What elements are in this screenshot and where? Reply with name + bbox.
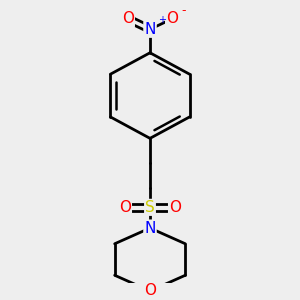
Text: -: -: [181, 4, 185, 17]
Text: N: N: [144, 220, 156, 236]
Text: O: O: [122, 11, 134, 26]
Text: O: O: [169, 200, 181, 215]
Text: N: N: [144, 22, 156, 37]
Text: O: O: [166, 11, 178, 26]
Text: O: O: [119, 200, 131, 215]
Text: S: S: [145, 200, 155, 215]
Text: +: +: [158, 15, 166, 25]
Text: O: O: [144, 284, 156, 298]
